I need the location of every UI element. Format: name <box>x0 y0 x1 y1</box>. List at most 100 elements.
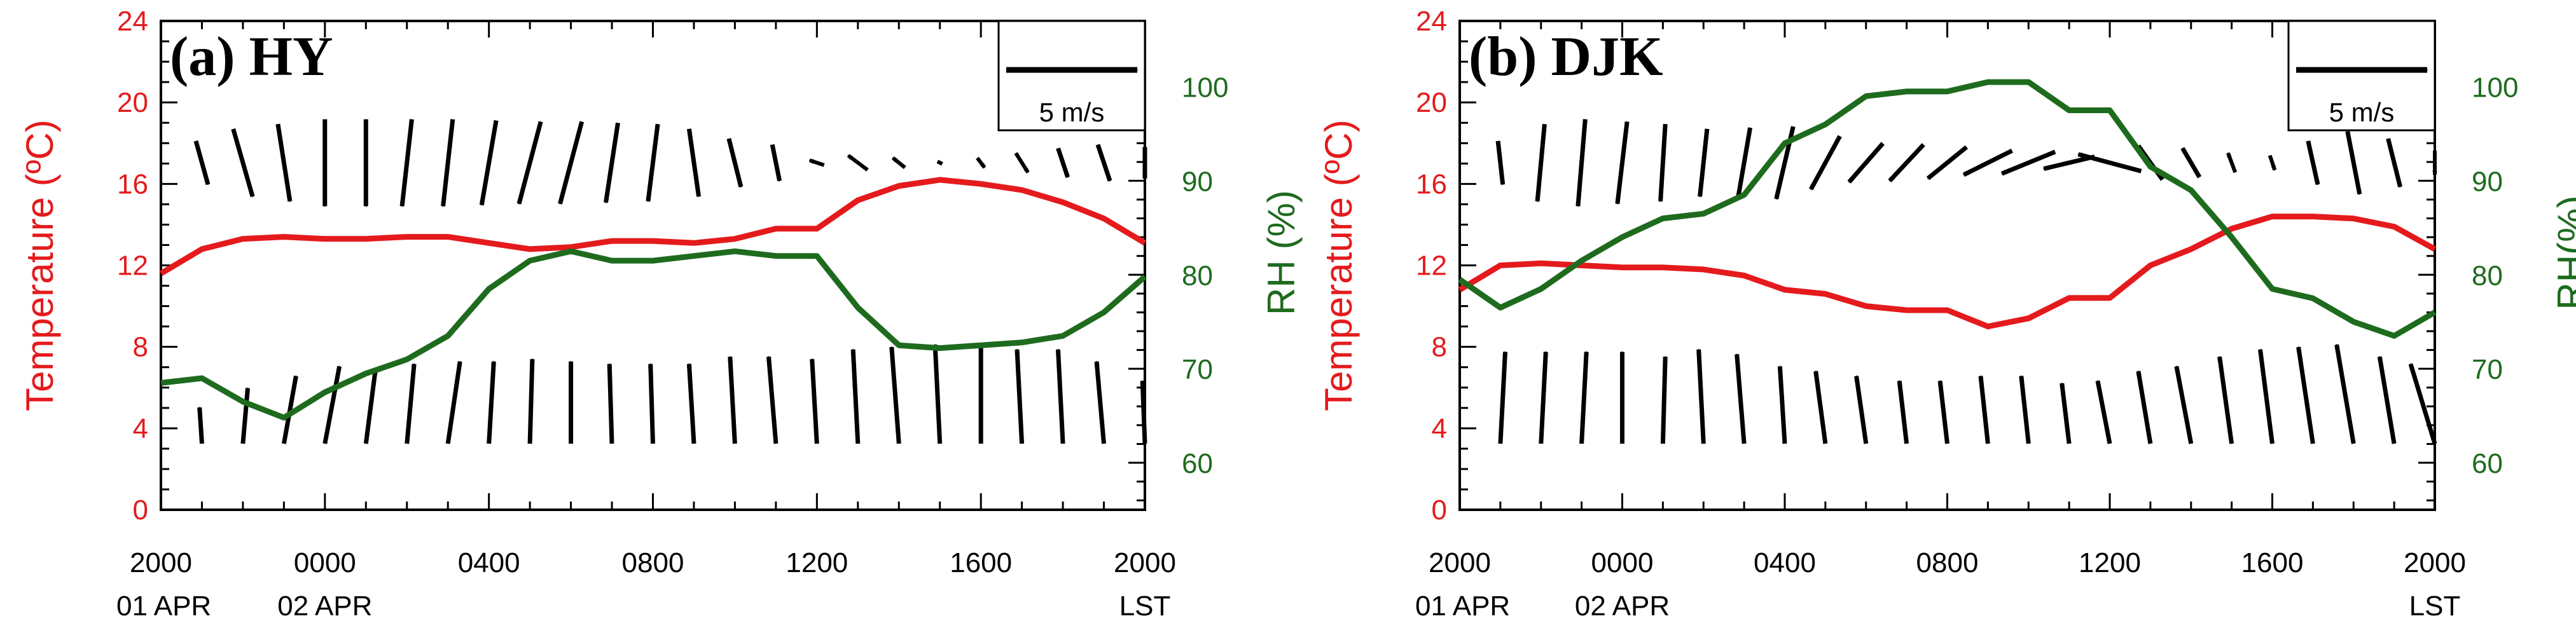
panel-b-labels: (b) DJK 5 m/s 0 4 8 12 16 20 24 60 70 80 90 100 Temper… <box>1317 6 2576 622</box>
wind-vector-lower <box>1854 375 1869 444</box>
wind-vector-lower <box>322 365 342 444</box>
wind-vector-upper <box>1847 142 1885 184</box>
temperature-series-line <box>159 177 1147 277</box>
temp-tick-label: 16 <box>1416 168 1447 200</box>
wind-vector-lower <box>2217 355 2234 444</box>
temperature-axis-title: Temperature (ºC) <box>18 119 61 411</box>
panel-a-wind-vectors <box>193 119 1147 444</box>
panel-a-axes <box>160 20 1146 511</box>
temp-tick-label: 20 <box>1416 87 1447 118</box>
x-date-label-start: 01 APR <box>116 591 211 622</box>
x-tick-label: 2000 <box>2404 547 2466 578</box>
panel-label: (b) DJK <box>1469 26 1663 88</box>
wind-vector-lower <box>445 360 462 444</box>
wind-vector-upper <box>2180 147 2202 179</box>
wind-vector-upper <box>1575 119 1588 207</box>
wind-vector-upper <box>1658 123 1668 203</box>
wind-vector-upper <box>936 160 943 166</box>
x-date-label-day2: 02 APR <box>1575 591 1670 622</box>
wind-vector-lower <box>1978 375 1990 444</box>
wind-vector-upper <box>193 140 211 186</box>
panel-b: (b) DJK 5 m/s 0 4 8 12 16 20 24 60 70 80 90 100 Temper… <box>1317 6 2576 622</box>
wind-vector-lower <box>1660 355 1668 444</box>
reference-vector-box <box>2287 20 2436 132</box>
wind-vector-lower <box>1014 348 1025 444</box>
wind-vector-upper <box>2268 154 2277 171</box>
temp-tick-label: 4 <box>133 413 148 444</box>
wind-vector-lower <box>1579 351 1589 444</box>
rh-axis-title: RH(%) <box>2550 196 2576 310</box>
temp-tick-label: 8 <box>1432 332 1447 363</box>
x-tick-label: 0000 <box>294 547 356 578</box>
rh-tick-label: 60 <box>1182 448 1213 479</box>
wind-vector-upper <box>1014 152 1030 174</box>
x-date-label-day2: 02 APR <box>277 591 372 622</box>
x-tick-label: 1600 <box>2241 547 2304 578</box>
rh-tick-label: 80 <box>2472 260 2503 291</box>
wind-vector-lower <box>2377 355 2397 444</box>
wind-vector-lower <box>487 360 496 444</box>
wind-vector-lower <box>889 346 901 444</box>
wind-vector-upper <box>516 121 543 205</box>
wind-vector-upper <box>686 128 702 198</box>
temperature-axis-title: Temperature (ºC) <box>1317 119 1360 411</box>
wind-vector-lower <box>527 358 535 444</box>
temp-tick-label: 20 <box>117 87 148 118</box>
temp-tick-label: 0 <box>133 495 148 526</box>
panel-a-labels: (a) HY 5 m/s 0 4 8 12 16 20 24 60 70 80 90 100 Tempera… <box>18 6 1303 622</box>
wind-vector-upper <box>2306 140 2320 186</box>
wind-vector-lower <box>766 355 779 444</box>
wind-vector-upper <box>646 123 660 203</box>
panel-a-lines <box>159 177 1147 421</box>
wind-vector-upper <box>2001 149 2056 176</box>
wind-vector-upper <box>2226 152 2238 174</box>
wind-vector-lower <box>2334 343 2356 444</box>
wind-vector-lower <box>197 406 204 444</box>
rh-tick-label: 80 <box>1182 260 1213 291</box>
wind-vector-upper <box>808 158 825 167</box>
x-tick-label: 1200 <box>2079 547 2141 578</box>
wind-vector-lower <box>2408 363 2437 445</box>
wind-vector-lower <box>932 343 943 444</box>
wind-vector-lower <box>1539 351 1548 444</box>
wind-vector-lower <box>1498 351 1508 444</box>
wind-vector-lower <box>2296 346 2315 444</box>
wind-vector-upper <box>891 156 906 169</box>
wind-vector-upper <box>1809 135 1842 191</box>
reference-vector-label: 5 m/s <box>1039 97 1105 127</box>
wind-vector-upper <box>1535 123 1547 203</box>
panel-b-axes <box>1458 20 2436 511</box>
wind-vector-lower <box>607 363 614 444</box>
temp-tick-label: 0 <box>1432 495 1447 526</box>
temperature-series-line <box>1458 214 2437 330</box>
wind-vector-upper <box>604 122 620 204</box>
wind-vector-lower <box>686 363 696 444</box>
temp-tick-label: 12 <box>117 250 148 282</box>
wind-vector-lower <box>2060 382 2072 444</box>
wind-vector-lower <box>1777 365 1787 444</box>
wind-vector-lower <box>1140 379 1147 444</box>
wind-vector-lower <box>1897 379 1909 444</box>
x-tick-label: 0400 <box>458 547 520 578</box>
rh-tick-label: 100 <box>1182 72 1228 104</box>
wind-vector-lower <box>1735 353 1747 444</box>
rh-tick-label: 70 <box>2472 354 2503 385</box>
wind-vector-lower <box>2019 375 2031 444</box>
temp-tick-label: 12 <box>1416 250 1447 282</box>
wind-vector-lower <box>1055 348 1065 444</box>
x-tick-label: 0800 <box>1916 547 1979 578</box>
wind-vector-lower <box>2258 348 2275 444</box>
wind-vector-upper <box>976 156 987 169</box>
wind-vector-lower <box>363 367 378 444</box>
x-tick-label: 1600 <box>950 547 1012 578</box>
x-tick-label: 1200 <box>786 547 848 578</box>
rh-axis-title: RH (%) <box>1260 190 1303 315</box>
wind-vector-lower <box>1813 370 1828 444</box>
wind-vector-lower <box>2095 379 2112 444</box>
temp-tick-label: 24 <box>1416 6 1447 37</box>
wind-vector-upper <box>399 119 414 207</box>
panel-b-wind-vectors <box>1495 119 2437 445</box>
temp-tick-label: 4 <box>1432 413 1447 444</box>
rh-tick-label: 90 <box>2472 166 2503 197</box>
